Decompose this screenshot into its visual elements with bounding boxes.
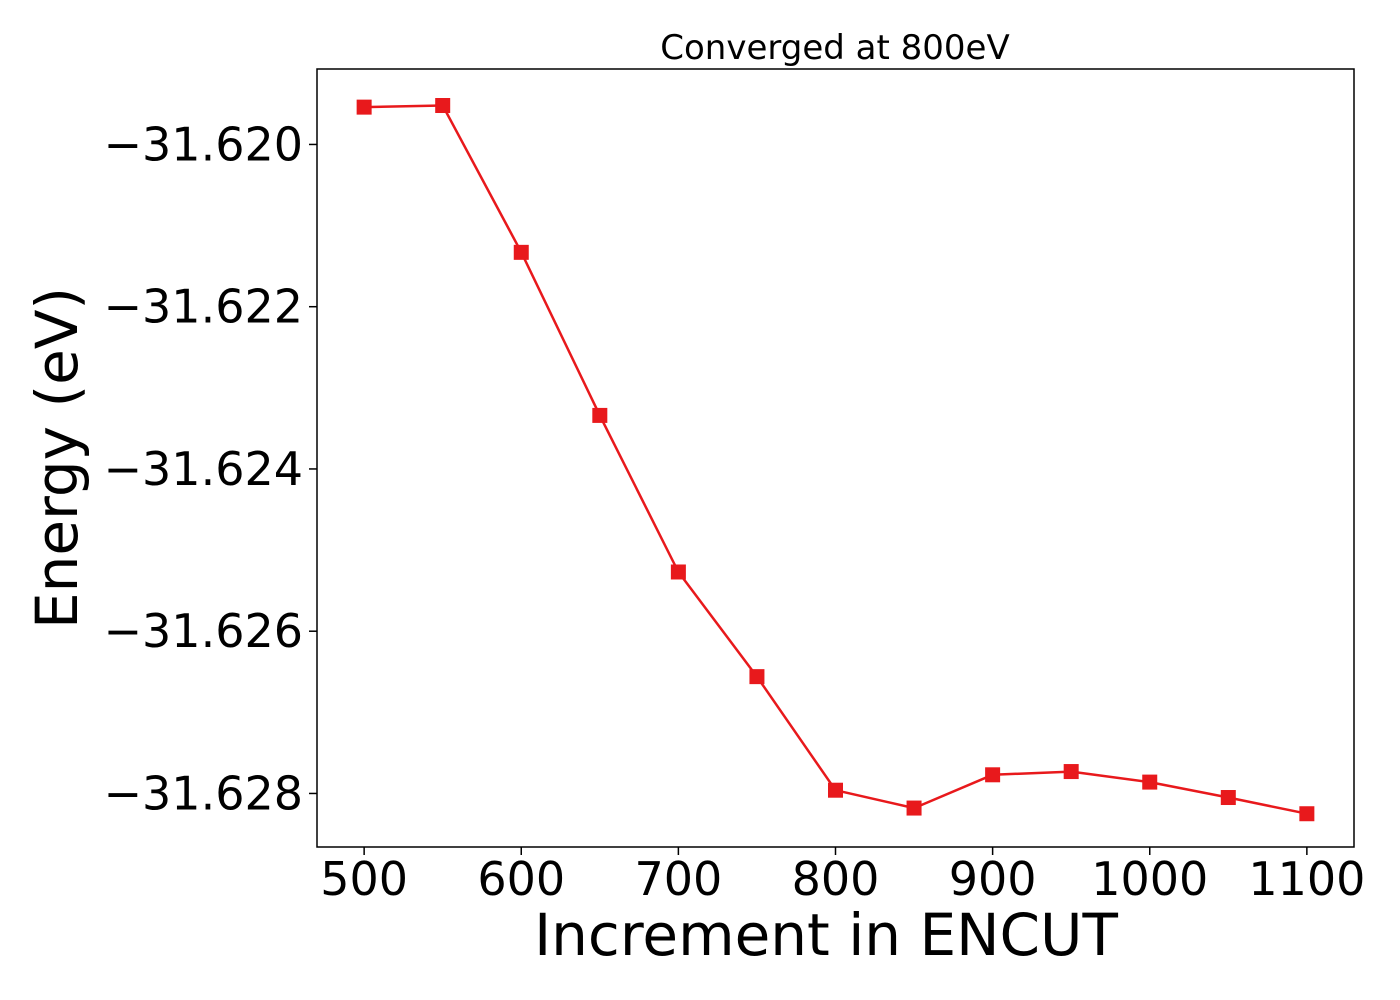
x-tick-label: 900 (949, 852, 1037, 906)
y-tick-label: −31.622 (104, 280, 304, 334)
x-tick-label: 700 (634, 852, 722, 906)
chart-title: Converged at 800eV (660, 28, 1009, 68)
data-point-marker (435, 98, 451, 114)
y-axis-label: Energy (eV) (23, 287, 91, 629)
x-tick-label: 600 (477, 852, 565, 906)
data-point-marker (1220, 790, 1236, 806)
y-tick-label: −31.628 (104, 766, 304, 820)
data-point-marker (356, 99, 372, 115)
y-tick-label: −31.620 (104, 117, 304, 171)
y-tick-label: −31.624 (104, 442, 304, 496)
y-tick-label: −31.626 (104, 604, 304, 658)
data-point-marker (592, 407, 608, 423)
data-point-marker (1299, 806, 1315, 822)
data-point-marker (906, 800, 922, 816)
data-point-marker (828, 782, 843, 798)
series-line (364, 104, 1308, 815)
plot-area-frame (316, 68, 1355, 848)
x-tick-label: 1100 (1248, 852, 1365, 906)
data-point-marker (1063, 764, 1079, 780)
data-point-marker (749, 669, 765, 685)
data-point-marker (1142, 774, 1158, 790)
data-point-marker (670, 564, 686, 580)
x-axis-ticks: 500 600 700 800 900 1000 1100 (320, 847, 1365, 906)
x-axis-label: Increment in ENCUT (534, 901, 1118, 969)
data-point-marker (985, 767, 1001, 783)
x-tick-label: 500 (320, 852, 408, 906)
x-tick-label: 1000 (1091, 852, 1208, 906)
y-axis-ticks: −31.620 −31.622 −31.624 −31.626 −31.628 (104, 117, 317, 820)
x-tick-label: 800 (792, 852, 880, 906)
series-layer (356, 98, 1315, 822)
data-point-marker (513, 244, 529, 260)
